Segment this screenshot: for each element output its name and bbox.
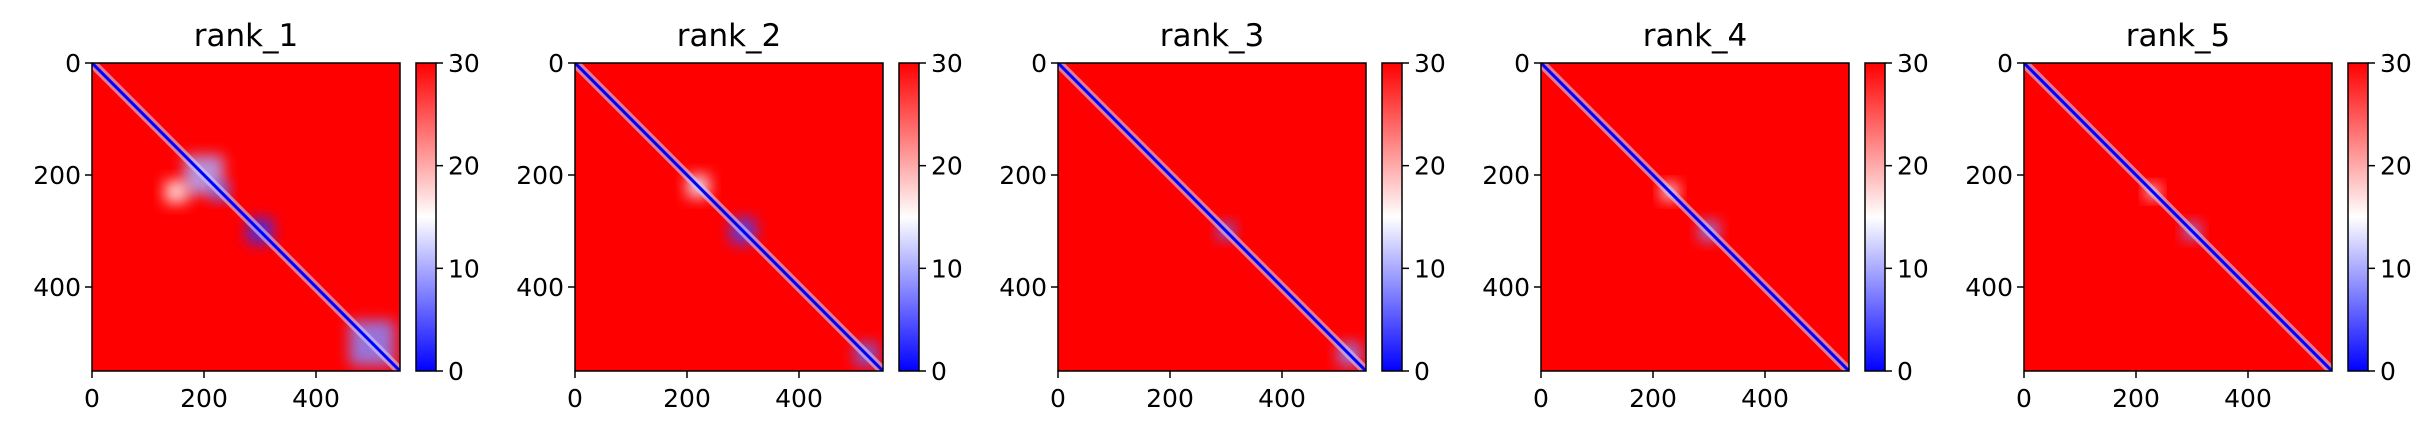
- heatmap-panel-1: rank_1 0 200 400 0 200 400 0 10 20 30: [33, 18, 480, 413]
- y-tick-label: 400: [516, 273, 564, 302]
- y-tick-label: 0: [1514, 49, 1530, 78]
- y-tick-label: 200: [33, 161, 81, 190]
- axes-frame: [1057, 62, 1367, 372]
- heatmap-area: [1058, 63, 1366, 371]
- panel-title: rank_3: [1160, 18, 1265, 54]
- y-tick-label: 200: [999, 161, 1047, 190]
- y-tick-label: 400: [999, 273, 1047, 302]
- panel-title: rank_1: [194, 18, 299, 54]
- heatmap-diagonal: [1058, 63, 1366, 371]
- colorbar: [2347, 62, 2369, 372]
- heatmap-low-region: [164, 180, 188, 203]
- colorbar-tick-label: 0: [2380, 357, 2396, 386]
- x-tick-label: 400: [2224, 384, 2272, 413]
- axes-frame: [2023, 62, 2333, 372]
- colorbar-tick-label: 30: [1414, 49, 1446, 78]
- heatmap-diagonal: [92, 63, 400, 371]
- colorbar-tick-label: 30: [2380, 49, 2412, 78]
- x-tick-label: 0: [1050, 384, 1066, 413]
- heatmap-panel-2: rank_2 0 200 400 0 200 400 0 10 20 30: [516, 18, 963, 413]
- colorbar-tick-label: 30: [448, 49, 480, 78]
- colorbar-tick-label: 20: [931, 152, 963, 181]
- colorbar-tick-label: 20: [448, 152, 480, 181]
- colorbar-tick-label: 30: [931, 49, 963, 78]
- heatmap-diagonal: [575, 63, 883, 371]
- y-tick-label: 0: [1997, 49, 2013, 78]
- y-tick-label: 0: [65, 49, 81, 78]
- colorbar-tick-label: 10: [448, 254, 480, 283]
- y-tick-label: 200: [516, 161, 564, 190]
- y-tick-label: 200: [1965, 161, 2013, 190]
- x-tick-label: 200: [1146, 384, 1194, 413]
- colorbar-tick-label: 0: [1414, 357, 1430, 386]
- heatmap-area: [575, 63, 883, 371]
- x-tick-label: 200: [2112, 384, 2160, 413]
- heatmap-diagonal: [1541, 63, 1849, 371]
- axes-frame: [574, 62, 884, 372]
- colorbar-tick-label: 0: [1897, 357, 1913, 386]
- panel-title: rank_4: [1643, 18, 1748, 54]
- x-tick-label: 400: [775, 384, 823, 413]
- y-tick-label: 0: [1031, 49, 1047, 78]
- colorbar-tick-label: 10: [1414, 254, 1446, 283]
- heatmap-area: [2024, 63, 2332, 371]
- colorbar-tick-label: 20: [1897, 152, 1929, 181]
- x-tick-label: 0: [1533, 384, 1549, 413]
- colorbar-tick-label: 20: [1414, 152, 1446, 181]
- x-tick-label: 0: [2016, 384, 2032, 413]
- colorbar: [1864, 62, 1886, 372]
- x-tick-label: 200: [663, 384, 711, 413]
- colorbar: [898, 62, 920, 372]
- heatmap-panel-5: rank_5 0 200 400 0 200 400 0 10 20 30: [1965, 18, 2412, 413]
- y-tick-label: 200: [1482, 161, 1530, 190]
- colorbar-tick-label: 0: [448, 357, 464, 386]
- heatmap-diagonal: [2024, 63, 2332, 371]
- x-tick-label: 200: [1629, 384, 1677, 413]
- colorbar: [415, 62, 437, 372]
- x-tick-label: 0: [567, 384, 583, 413]
- heatmap-area: [1541, 63, 1849, 371]
- colorbar-tick-label: 0: [931, 357, 947, 386]
- colorbar-tick-label: 30: [1897, 49, 1929, 78]
- panel-title: rank_5: [2126, 18, 2231, 54]
- colorbar-tick-label: 20: [2380, 152, 2412, 181]
- x-tick-label: 400: [1258, 384, 1306, 413]
- heatmap-area: [92, 63, 400, 371]
- x-tick-label: 0: [84, 384, 100, 413]
- y-tick-label: 400: [1482, 273, 1530, 302]
- panel-title: rank_2: [677, 18, 782, 54]
- x-tick-label: 400: [292, 384, 340, 413]
- y-tick-label: 400: [1965, 273, 2013, 302]
- y-tick-label: 0: [548, 49, 564, 78]
- colorbar: [1381, 62, 1403, 372]
- axes-frame: [1540, 62, 1850, 372]
- x-tick-label: 400: [1741, 384, 1789, 413]
- y-tick-label: 400: [33, 273, 81, 302]
- heatmap-panel-4: rank_4 0 200 400 0 200 400 0 10 20 30: [1482, 18, 1929, 413]
- heatmap-panel-3: rank_3 0 200 400 0 200 400 0 10 20 30: [999, 18, 1446, 413]
- colorbar-tick-label: 10: [1897, 254, 1929, 283]
- axes-frame: [91, 62, 401, 372]
- colorbar-tick-label: 10: [931, 254, 963, 283]
- x-tick-label: 200: [180, 384, 228, 413]
- colorbar-tick-label: 10: [2380, 254, 2412, 283]
